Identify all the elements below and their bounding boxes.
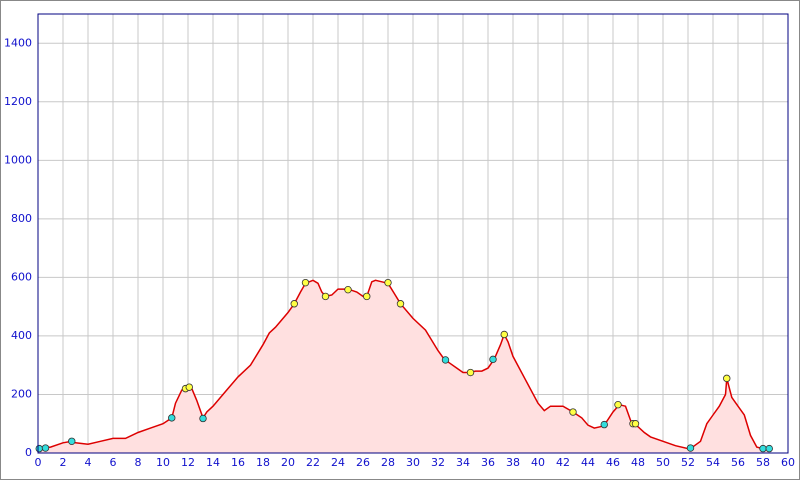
x-tick-label: 38 — [506, 456, 520, 469]
marker — [185, 383, 193, 391]
x-tick-label: 6 — [110, 456, 117, 469]
marker — [765, 444, 773, 453]
x-tick-label: 58 — [756, 456, 770, 469]
marker — [466, 368, 475, 377]
marker — [600, 420, 608, 429]
x-tick-label: 48 — [631, 456, 645, 469]
x-tick-label: 26 — [356, 456, 370, 469]
marker — [290, 300, 298, 308]
x-tick-label: 34 — [456, 456, 470, 469]
x-tick-label: 50 — [656, 456, 670, 469]
x-tick-label: 42 — [556, 456, 570, 469]
y-tick-label: 1400 — [4, 36, 32, 49]
x-tick-label: 10 — [156, 456, 170, 469]
marker — [441, 356, 450, 364]
marker — [723, 374, 731, 383]
y-tick-label: 0 — [25, 446, 32, 459]
x-tick-label: 20 — [281, 456, 295, 469]
x-tick-label: 16 — [231, 456, 245, 469]
x-tick-label: 22 — [306, 456, 320, 469]
marker — [686, 444, 695, 452]
y-tick-label: 600 — [11, 270, 32, 283]
marker — [168, 414, 176, 422]
x-tick-label: 54 — [706, 456, 720, 469]
marker — [569, 408, 577, 416]
marker — [199, 414, 207, 423]
x-tick-label: 2 — [60, 456, 67, 469]
y-tick-label: 1200 — [4, 95, 32, 108]
x-tick-label: 32 — [431, 456, 445, 469]
x-tick-label: 30 — [406, 456, 420, 469]
x-tick-label: 46 — [606, 456, 620, 469]
marker — [396, 300, 405, 308]
marker — [68, 437, 76, 445]
y-tick-label: 400 — [11, 329, 32, 342]
x-tick-label: 14 — [206, 456, 220, 469]
x-tick-label: 0 — [35, 456, 42, 469]
marker — [41, 444, 50, 452]
x-tick-label: 18 — [256, 456, 270, 469]
y-tick-label: 200 — [11, 387, 32, 400]
x-tick-label: 40 — [531, 456, 545, 469]
area-fill — [38, 280, 770, 453]
marker — [631, 420, 640, 428]
x-tick-label: 28 — [381, 456, 395, 469]
marker — [500, 330, 508, 339]
x-tick-label: 56 — [731, 456, 745, 469]
marker — [759, 444, 767, 453]
x-tick-label: 4 — [85, 456, 92, 469]
x-tick-label: 60 — [781, 456, 795, 469]
marker — [35, 444, 43, 453]
x-tick-label: 12 — [181, 456, 195, 469]
x-tick-label: 52 — [681, 456, 695, 469]
marker — [363, 292, 371, 301]
x-tick-label: 8 — [135, 456, 142, 469]
marker — [614, 401, 622, 409]
plot-border — [37, 13, 789, 454]
x-tick-label: 44 — [581, 456, 595, 469]
x-tick-label: 36 — [481, 456, 495, 469]
marker — [344, 285, 352, 294]
x-tick-label: 24 — [331, 456, 345, 469]
marker — [321, 292, 330, 301]
y-tick-label: 1000 — [4, 153, 32, 166]
marker — [301, 278, 310, 287]
marker — [384, 278, 392, 287]
y-tick-label: 800 — [11, 212, 32, 225]
marker — [489, 355, 497, 364]
